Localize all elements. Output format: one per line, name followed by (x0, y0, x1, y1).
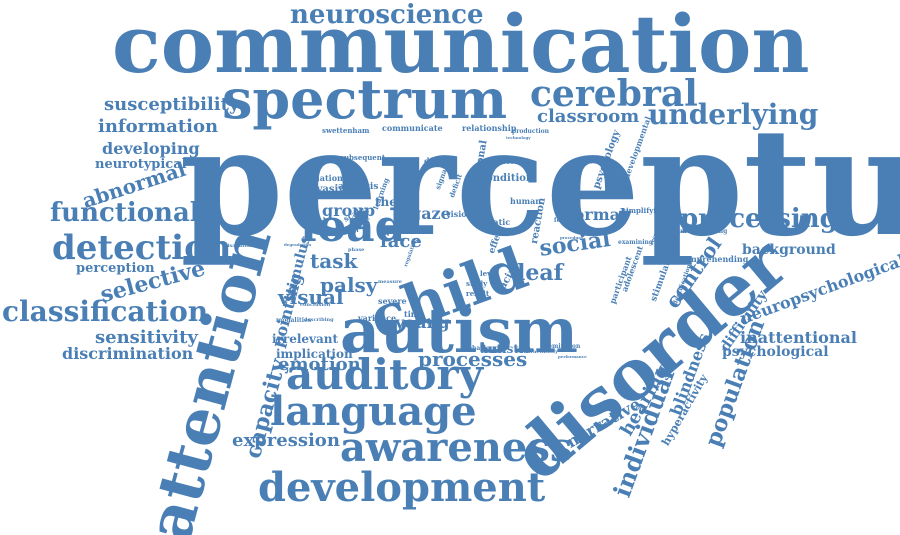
word-distractibility: distractibility (520, 349, 559, 355)
word-unexpected: unexpected (478, 157, 523, 166)
word-perceptual: perceptual (180, 95, 900, 269)
word-performance: performance (558, 354, 587, 359)
word-communication: communication (112, 0, 810, 91)
word-load: load (300, 201, 406, 252)
word-background: background (742, 242, 836, 258)
word-autistic: autistic (480, 342, 531, 356)
word-emotion: emotion (278, 354, 361, 375)
word-behaviour: behaviour (464, 345, 498, 352)
word-neuroscience: neuroscience (290, 0, 484, 30)
word-inattentional: inattentional (740, 328, 857, 347)
word-visual: visual (278, 285, 344, 309)
word-sensitivity: sensitivity (95, 327, 198, 348)
word-subsequent: subsequent (340, 153, 386, 162)
word-study: study (466, 279, 488, 288)
word-classification: classification (2, 295, 209, 328)
word-relationship: relationship (462, 123, 517, 133)
word-human: human (510, 196, 542, 206)
word-discrimination: discrimination (62, 344, 194, 363)
word-neurotypical: neurotypical (95, 157, 187, 172)
word-awareness: awareness (340, 424, 573, 471)
word-simplifying: simplifying (622, 206, 666, 215)
word-model: model (338, 227, 359, 234)
word-theory: theory (375, 195, 419, 209)
word-condition: condition (480, 173, 534, 184)
word-conclusion: conclusion (300, 302, 331, 308)
word-understanding: understanding (678, 228, 728, 235)
word-group: group (322, 201, 376, 220)
word-communicate: communicate (382, 123, 443, 133)
word-measure: measure (378, 279, 402, 285)
word-procedure: procedure (560, 235, 583, 240)
word-irrelevant: irrelevant (272, 332, 339, 346)
word-processing: processing (680, 204, 838, 234)
word-deaf: deaf (510, 260, 564, 286)
word-cerebral: cerebral (530, 73, 698, 115)
word-processes: processes (418, 347, 528, 371)
word-language: language (270, 388, 477, 435)
word-evaluation: evaluation (296, 173, 343, 183)
word-level: level (480, 269, 499, 278)
word-female: female (554, 217, 577, 224)
word-degradation: degradation (284, 242, 312, 247)
word-auditory: auditory (286, 350, 484, 399)
word-information: information (98, 116, 219, 137)
word-remington: remington (545, 343, 581, 350)
word-classroom: classroom (537, 106, 640, 127)
word-underlying: underlying (648, 98, 819, 131)
word-normal: normal (562, 205, 627, 224)
word-production: production (512, 128, 549, 135)
word-pervasive: pervasive (298, 184, 351, 195)
word-disabilities: disabilities (224, 243, 255, 249)
word-variance: variance (358, 313, 397, 323)
word-susceptibility: susceptibility (104, 94, 240, 115)
word-vision: vision (446, 209, 473, 219)
word-describing: describing (304, 317, 334, 323)
word-modalities: modalities (276, 317, 312, 324)
word-disease: disease (424, 156, 458, 166)
word-swettenham: swettenham (322, 126, 370, 135)
word-development: development (258, 464, 546, 511)
word-technology: technology (506, 135, 531, 140)
word-analysis: analysis (338, 182, 379, 192)
word-time: time (404, 309, 425, 319)
word-phatic: phatic (482, 217, 511, 227)
word-psychological: psychological (722, 344, 829, 360)
word-detection: detection (52, 228, 232, 268)
word-gaze: gaze (410, 204, 451, 223)
word-examining: examining (618, 239, 654, 246)
word-autism: autism (340, 294, 578, 367)
word-perception: perception (76, 261, 155, 276)
word-task: task (310, 249, 358, 273)
word-spectrum: spectrum (222, 67, 508, 131)
word-expression: expression (232, 430, 340, 451)
word-face: face (380, 231, 422, 252)
word-severe: severe (378, 296, 407, 306)
word-comprehending: comprehending (678, 254, 749, 264)
word-phase: phase (348, 247, 365, 253)
word-implication: implication (276, 347, 353, 361)
word-result: result (466, 289, 490, 298)
word-palsy: palsy (320, 273, 378, 297)
word-developing: developing (102, 139, 200, 158)
word-young: young (395, 313, 450, 332)
word-functional: functional (50, 198, 200, 228)
